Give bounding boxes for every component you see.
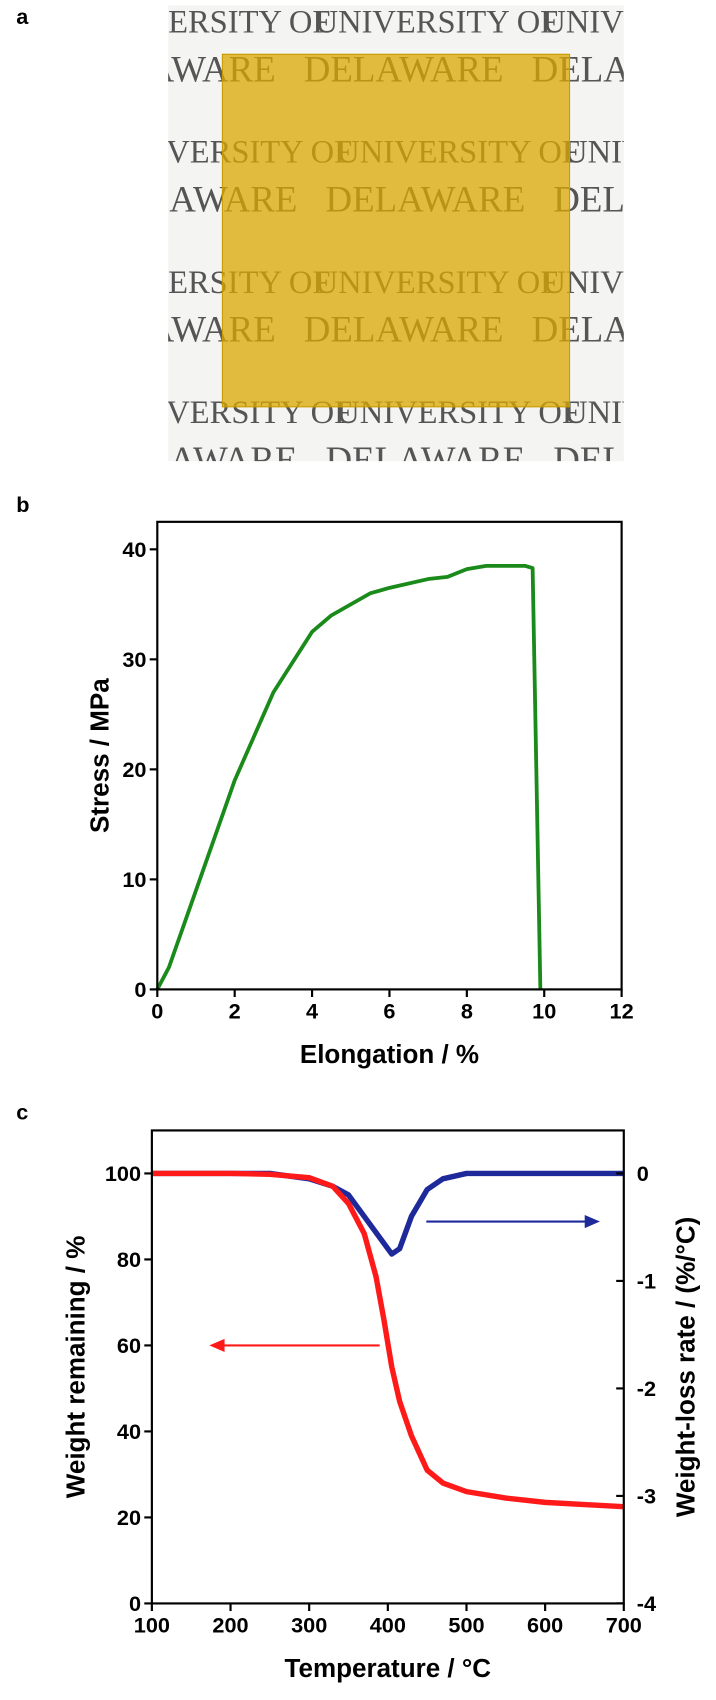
x-tick-label: 200 [212, 1613, 248, 1638]
y-tick-label: 60 [117, 1333, 141, 1358]
x-tick-label: 700 [606, 1613, 642, 1638]
photo-text: UNIVERSITY OF [542, 5, 716, 41]
arrow-head [209, 1338, 225, 1352]
y-tick-label: 80 [117, 1247, 141, 1272]
photo-text: UNIVERSITY OF [564, 395, 716, 431]
y2-axis-label: Weight-loss rate / (%/°C) [670, 1217, 700, 1517]
plot-frame [156, 520, 623, 991]
y-tick-label: 20 [122, 757, 146, 782]
y-tick-label: 0 [134, 977, 146, 1002]
y-tick-label: 100 [105, 1161, 141, 1186]
photo-text: UNIVERSITY OF [315, 5, 559, 41]
data-line [151, 1170, 624, 1510]
x-tick-label: 0 [151, 999, 163, 1024]
y-tick-label: 10 [122, 867, 146, 892]
x-tick-label: 8 [461, 999, 473, 1024]
photo-text: UNIVERSITY OF [87, 5, 331, 41]
x-tick-label: 2 [229, 999, 241, 1024]
x-axis-label: Elongation / % [300, 1039, 479, 1069]
y-tick-label: 40 [117, 1419, 141, 1444]
plot-frame [150, 1129, 625, 1605]
x-tick-label: 100 [134, 1613, 170, 1638]
x-tick-label: 600 [527, 1613, 563, 1638]
x-tick-label: 4 [306, 999, 318, 1024]
y-tick-label: 30 [122, 647, 146, 672]
photo-text: DELAWARE [98, 439, 298, 480]
photo-text: DELAWARE [325, 439, 525, 480]
panel-label: c [16, 1100, 28, 1125]
y-axis-label: Weight remaining / % [61, 1236, 91, 1499]
x-tick-label: 12 [610, 999, 634, 1024]
photo-content: UNIVERSITY OF DELAWARE UNIVERSITY OF DELAWA… [87, 5, 716, 480]
panel-label: b [16, 492, 29, 517]
y2-tick-label: -2 [637, 1376, 656, 1401]
photo-text: UNIVERSITY OF [564, 135, 716, 171]
data-line [151, 1170, 624, 1257]
film [221, 53, 571, 408]
x-tick-label: 10 [532, 999, 556, 1024]
y2-tick-label: -1 [637, 1269, 656, 1294]
y2-tick-label: -4 [637, 1591, 656, 1616]
x-tick-label: 6 [383, 999, 395, 1024]
y-tick-label: 40 [122, 537, 146, 562]
x-tick-label: 400 [370, 1613, 406, 1638]
x-tick-label: 300 [291, 1613, 327, 1638]
panel-label: a [16, 4, 29, 29]
x-axis-label: Temperature / °C [285, 1653, 492, 1683]
arrow-head [584, 1215, 600, 1229]
y2-tick-label: -3 [637, 1484, 656, 1509]
x-tick-label: 500 [448, 1613, 484, 1638]
photo-text: DELAWARE [553, 179, 716, 220]
y-tick-label: 20 [117, 1505, 141, 1530]
data-line [155, 563, 543, 991]
y-tick-label: 0 [129, 1591, 141, 1616]
photo-text: DELAWARE [553, 439, 716, 480]
y-axis-label: Stress / MPa [84, 678, 114, 833]
y2-tick-label: 0 [637, 1161, 649, 1186]
